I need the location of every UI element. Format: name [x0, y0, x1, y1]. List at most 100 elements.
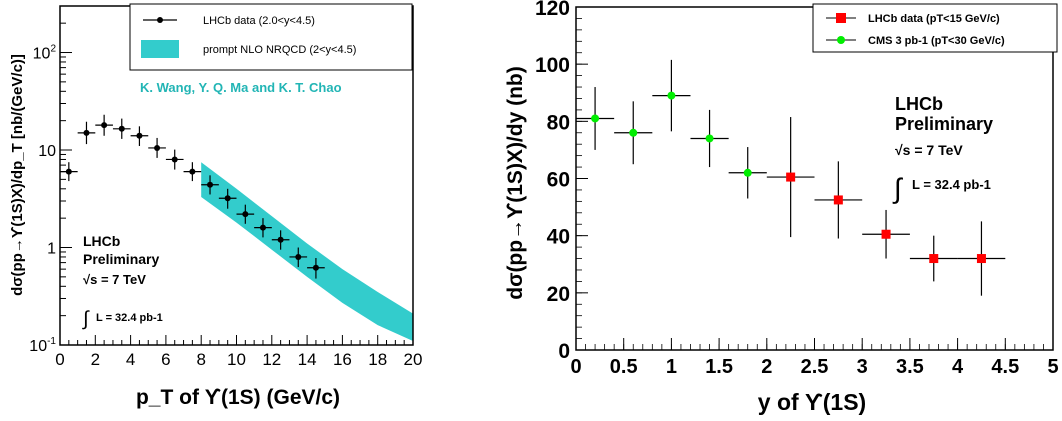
right-y-tick-label: 100: [535, 54, 570, 77]
right-luminosity-label: L = 32.4 pb-1: [912, 177, 991, 192]
cms-data-point: [576, 87, 615, 150]
left-x-tick-label: 2: [91, 350, 100, 369]
cms-data-point: [652, 59, 691, 132]
right-legend-box: [812, 3, 1058, 53]
lhcb-data-point: [236, 204, 255, 224]
cms-green-marker: [591, 114, 600, 123]
lhcb-rapidity-data-point: [862, 209, 910, 259]
data-marker: [224, 195, 231, 202]
left-y-axis-label: dσ(pp→ϒ(1S)X)/dp_T [nb/(GeV/c)]: [9, 54, 26, 296]
rapidity-data-layer: [576, 59, 1006, 296]
lhcb-data-point: [183, 162, 202, 182]
lhcb-rapidity-data-point: [814, 161, 863, 239]
left-y-tick-label: 10: [38, 143, 56, 160]
left-chart-pt-spectrum: 0 2 4 6 8 10 12 14 16 18 20 10-1 1 10 102 LHCb data (2…: [9, 3, 422, 409]
right-y-tick-label: 60: [547, 169, 570, 192]
left-y-tick-label: 10-1: [29, 336, 56, 355]
lhcb-red-marker: [976, 254, 986, 264]
left-luminosity-label: L = 32.4 pb-1: [96, 312, 163, 324]
left-x-tick-label: 16: [333, 350, 352, 369]
lhcb-data-point: [201, 175, 219, 195]
right-energy-label: √s = 7 TeV: [895, 142, 963, 158]
left-x-tick-label: 8: [196, 350, 205, 369]
left-integral-sign: ∫: [82, 308, 90, 330]
right-x-tick-label: 4: [952, 356, 964, 378]
right-x-tick-label: 1: [666, 356, 677, 378]
lhcb-data-point: [271, 230, 290, 250]
data-marker: [277, 236, 284, 243]
legend-entry-lhcb-data-left: LHCb data (2.0<y<4.5): [203, 15, 315, 27]
lhcb-data-point: [77, 121, 96, 145]
cms-green-marker: [705, 134, 714, 143]
left-experiment-label: LHCb: [83, 233, 120, 249]
left-lhcb-label-block: LHCb Preliminary √s = 7 TeV ∫ L = 32.4 p…: [82, 233, 163, 330]
data-marker: [154, 144, 161, 151]
data-marker: [118, 125, 125, 132]
data-marker: [189, 168, 196, 175]
right-legend: LHCb data (pT<15 GeV/c) CMS 3 pb-1 (pT<3…: [812, 3, 1058, 53]
right-x-tick-label: 0: [570, 356, 581, 378]
lhcb-rapidity-data-point: [957, 221, 1006, 296]
lhcb-data-point: [148, 137, 166, 158]
right-x-tick-label: 3.5: [896, 356, 924, 378]
right-status-label: Preliminary: [895, 114, 993, 134]
left-x-tick-label: 4: [126, 350, 135, 369]
lhcb-data-point: [254, 218, 272, 238]
right-axis-ticks: 0 0.5 1 1.5 2 2.5 3 3.5 4 4.5 5 0 20 40 60 80 100 120: [535, 0, 1059, 378]
right-x-tick-label: 1.5: [705, 356, 733, 378]
legend-data-marker-dot: [157, 17, 163, 23]
lhcb-data-point: [289, 247, 308, 268]
right-integral-sign: ∫: [892, 173, 904, 204]
cms-data-point: [614, 101, 653, 165]
right-x-tick-label: 5: [1047, 356, 1058, 378]
right-x-tick-label: 2.5: [801, 356, 829, 378]
legend-entry-cms: CMS 3 pb-1 (pT<30 GeV/c): [868, 35, 1005, 47]
lhcb-data-layer-left: [60, 114, 325, 279]
left-legend-box: [129, 3, 413, 71]
legend-entry-lhcb-data-right: LHCb data (pT<15 GeV/c): [868, 13, 1000, 25]
lhcb-data-point: [218, 188, 237, 209]
left-x-tick-label: 14: [298, 350, 317, 369]
right-y-tick-label: 120: [535, 0, 570, 20]
left-y-tick-label: 102: [33, 44, 57, 63]
right-x-tick-label: 3: [857, 356, 868, 378]
legend-band-swatch: [141, 40, 179, 58]
lhcb-rapidity-data-point: [909, 235, 958, 282]
right-y-axis-label: dσ(pp→ϒ(1S)X)/dy (nb): [504, 66, 527, 300]
data-marker: [242, 211, 249, 218]
right-x-tick-label: 4.5: [991, 356, 1019, 378]
lhcb-red-marker: [929, 254, 939, 264]
left-legend: LHCb data (2.0<y<4.5) prompt NLO NRQCD (…: [129, 3, 413, 71]
right-x-axis-label: y of ϒ(1S): [758, 389, 866, 415]
data-marker: [171, 156, 178, 163]
right-chart-rapidity: 0 0.5 1 1.5 2 2.5 3 3.5 4 4.5 5 0 20 40 60 80 100 120 LHC…: [504, 0, 1059, 415]
data-marker: [295, 253, 302, 260]
right-lhcb-label-block: LHCb Preliminary √s = 7 TeV ∫ L = 32.4 p…: [892, 94, 993, 204]
data-marker: [207, 181, 214, 188]
nrqcd-prediction-band: [201, 162, 413, 341]
lhcb-red-marker: [833, 195, 843, 205]
nrqcd-band-layer: [201, 162, 413, 341]
lhcb-data-point: [165, 149, 184, 170]
left-energy-label: √s = 7 TeV: [83, 272, 146, 287]
legend-entry-nrqcd: prompt NLO NRQCD (2<y<4.5): [203, 44, 356, 56]
legend-cms-green-marker: [837, 36, 845, 44]
data-marker: [101, 122, 108, 129]
cms-green-marker: [629, 128, 638, 137]
left-x-tick-label: 0: [55, 350, 64, 369]
lhcb-data-point: [112, 118, 131, 139]
cms-green-marker: [667, 91, 676, 100]
lhcb-data-point: [307, 258, 325, 279]
right-y-tick-label: 80: [547, 111, 570, 134]
left-x-tick-label: 12: [262, 350, 281, 369]
data-marker: [259, 224, 266, 231]
cms-green-marker: [743, 168, 752, 177]
right-x-tick-label: 0.5: [610, 356, 638, 378]
left-x-axis-label: p_T of ϒ(1S) (GeV/c): [136, 386, 340, 409]
authors-annotation: K. Wang, Y. Q. Ma and K. T. Chao: [140, 80, 342, 95]
cms-data-point: [728, 147, 767, 199]
lhcb-red-marker: [881, 229, 891, 239]
left-x-tick-label: 18: [368, 350, 387, 369]
left-x-tick-label: 10: [227, 350, 246, 369]
